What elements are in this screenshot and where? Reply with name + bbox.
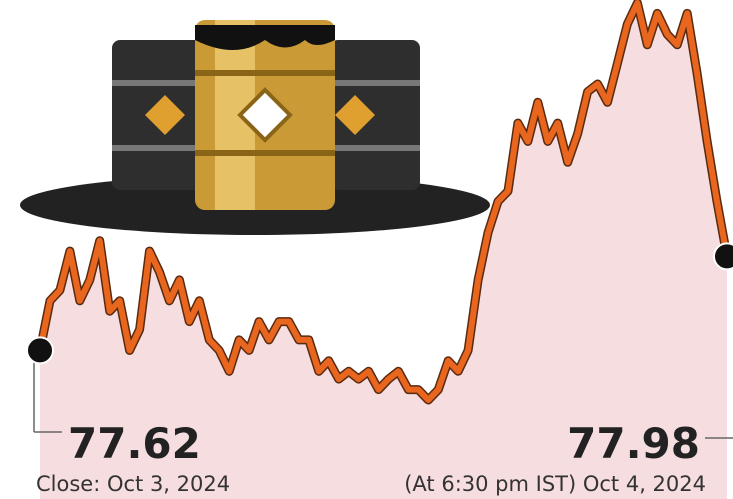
end-value-label: 77.98 [567, 419, 700, 468]
oil-barrels-illustration [20, 20, 490, 235]
end-date-label: (At 6:30 pm IST) Oct 4, 2024 [404, 472, 706, 496]
start-date-label: Close: Oct 3, 2024 [36, 472, 230, 496]
price-line [37, 0, 730, 403]
area-fill [40, 3, 727, 499]
endpoint-dot [713, 242, 733, 271]
endpoint-dot [26, 336, 54, 365]
start-value-label: 77.62 [68, 419, 201, 468]
